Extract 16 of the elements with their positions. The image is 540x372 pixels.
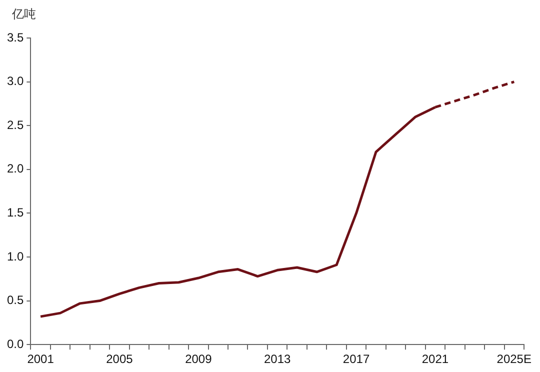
x-tick-label: 2013 <box>264 352 292 366</box>
x-tick-label: 2017 <box>342 352 370 366</box>
x-tick-label: 2009 <box>185 352 212 366</box>
y-tick-label: 3.0 <box>6 74 24 88</box>
x-tick-label: 2021 <box>422 352 449 366</box>
x-tick-label: 2001 <box>27 352 54 366</box>
x-tick-label: 2005 <box>106 352 134 366</box>
y-tick-label: 1.5 <box>6 206 24 220</box>
y-tick-label: 1.0 <box>6 249 24 264</box>
y-tick-label: 3.5 <box>6 30 24 44</box>
y-tick-label: 0.5 <box>6 293 24 308</box>
y-tick-label: 0.0 <box>6 336 24 351</box>
y-tick-label: 2.0 <box>6 162 24 176</box>
y-tick-label: 2.5 <box>6 118 24 132</box>
y-axis-title: 亿吨 <box>12 6 36 23</box>
x-tick-label: 2025E <box>496 352 532 366</box>
